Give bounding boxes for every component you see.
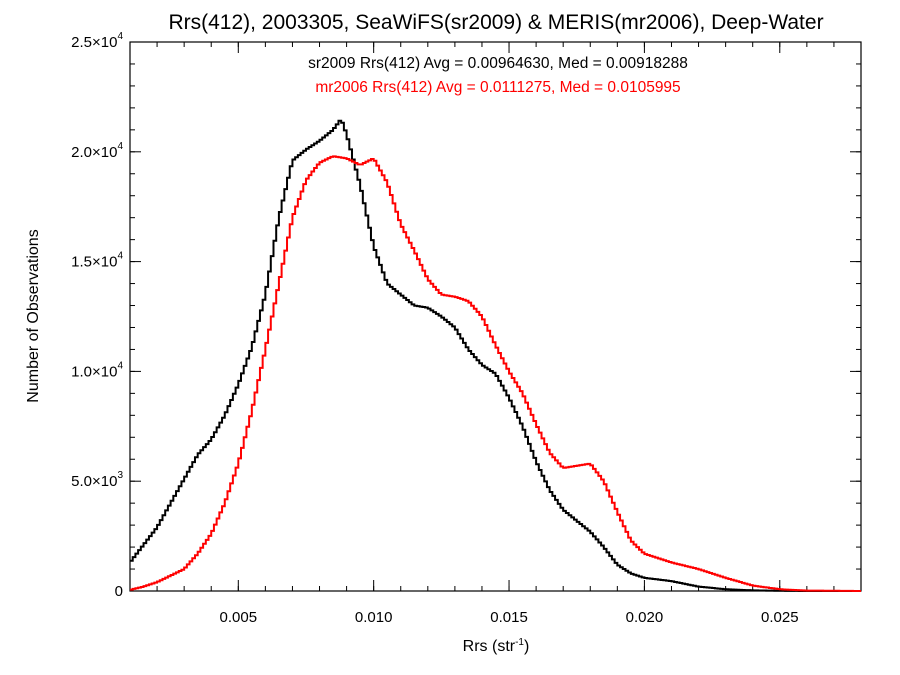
y-tick-label: 2.0×104 — [71, 141, 123, 161]
y-tick-label: 1.0×104 — [71, 360, 123, 380]
x-tick-label: 0.010 — [355, 609, 393, 626]
x-tick-label: 0.020 — [626, 609, 664, 626]
y-tick-label: 2.5×104 — [71, 31, 123, 51]
axis-tick-labels: 0.005 0.010 0.015 0.020 0.025 0 5.0×103 1.0×104… — [71, 31, 798, 626]
chart-title: Rrs(412), 2003305, SeaWiFS(sr2009) & MER… — [168, 11, 823, 34]
y-tick-label: 1.5×104 — [71, 251, 123, 271]
y-tick-label: 0 — [115, 583, 123, 600]
legend-entry: mr2006 Rrs(412) Avg = 0.0111275, Med = 0… — [315, 79, 680, 96]
plot-frame — [129, 41, 862, 592]
series-line-1 — [130, 119, 861, 592]
y-tick-label: 5.0×103 — [71, 470, 123, 490]
series-line-2 — [130, 155, 861, 592]
series-layer — [130, 119, 861, 592]
axis-ticks — [129, 41, 862, 592]
x-axis-label: Rrs (str-1) — [463, 637, 530, 655]
legend: sr2009 Rrs(412) Avg = 0.00964630, Med = … — [308, 55, 688, 96]
x-tick-label: 0.005 — [220, 609, 258, 626]
x-axis-label-sup: -1 — [515, 637, 524, 648]
y-axis-label: Number of Observations — [25, 229, 42, 402]
x-axis-label-end: ) — [524, 638, 529, 655]
legend-entry: sr2009 Rrs(412) Avg = 0.00964630, Med = … — [308, 55, 688, 72]
x-tick-label: 0.015 — [490, 609, 528, 626]
x-tick-label: 0.025 — [761, 609, 799, 626]
x-axis-label-base: Rrs (str — [463, 638, 516, 655]
